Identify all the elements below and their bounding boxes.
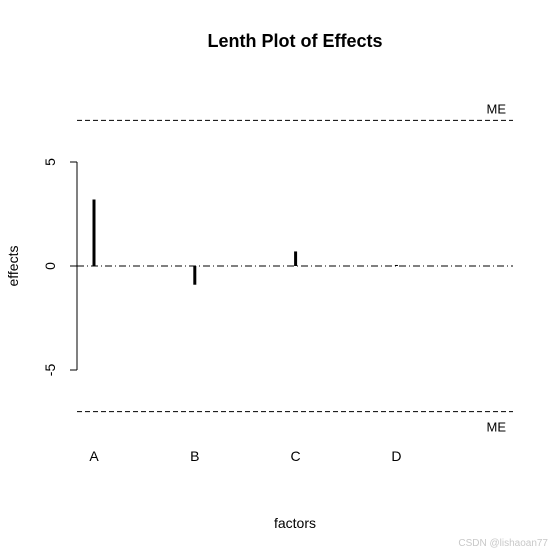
y-axis: -5 0 5	[42, 158, 78, 377]
effect-bars	[92, 199, 398, 285]
x-tick-label-b: B	[190, 448, 199, 464]
x-axis-label: factors	[274, 515, 316, 531]
y-tick-label: 0	[42, 262, 58, 270]
chart-title: Lenth Plot of Effects	[208, 31, 383, 51]
y-tick-label: -5	[42, 364, 58, 377]
me-label: ME	[487, 101, 507, 116]
reference-lines: ME ME	[77, 101, 513, 435]
x-tick-label-a: A	[89, 448, 99, 464]
me-label: ME	[487, 420, 507, 435]
watermark: CSDN @lishaoan77	[458, 538, 548, 549]
y-tick-label: 5	[42, 158, 58, 166]
x-tick-label-c: C	[291, 448, 301, 464]
x-tick-label-d: D	[391, 448, 401, 464]
x-tick-labels: A B C D	[89, 448, 401, 464]
y-axis-label: effects	[5, 246, 21, 287]
